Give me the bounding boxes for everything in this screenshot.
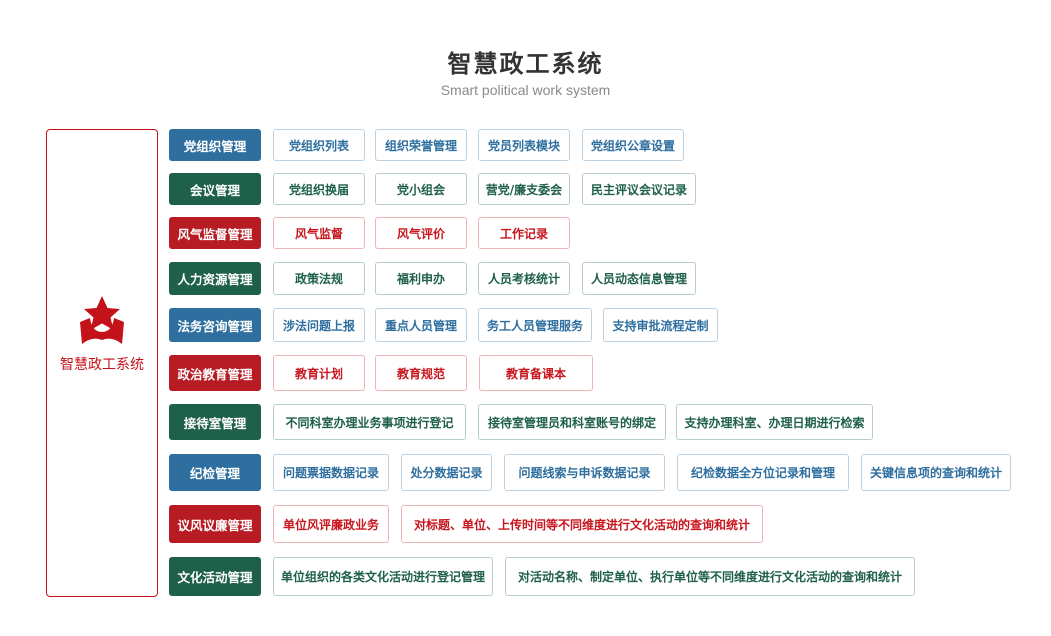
module-item-button[interactable]: 教育计划: [273, 355, 365, 391]
module-item-button[interactable]: 对标题、单位、上传时间等不同维度进行文化活动的查询和统计: [401, 505, 763, 543]
module-category-button[interactable]: 议风议廉管理: [169, 505, 261, 543]
module-item-button[interactable]: 不同科室办理业务事项进行登记: [273, 404, 466, 440]
module-item-button[interactable]: 党组织换届: [273, 173, 365, 205]
module-item-button[interactable]: 政策法规: [273, 262, 365, 295]
module-category-button[interactable]: 会议管理: [169, 173, 261, 205]
page-title: 智慧政工系统: [447, 50, 604, 78]
page-subtitle: Smart political work system: [440, 82, 611, 98]
module-item-button[interactable]: 党员列表模块: [478, 129, 570, 161]
module-item-button[interactable]: 福利申办: [375, 262, 467, 295]
system-label: 智慧政工系统: [60, 357, 144, 373]
module-item-button[interactable]: 处分数据记录: [401, 454, 492, 491]
module-category-button[interactable]: 人力资源管理: [169, 262, 261, 295]
module-item-button[interactable]: 涉法问题上报: [273, 308, 365, 342]
module-item-button[interactable]: 对活动名称、制定单位、执行单位等不同维度进行文化活动的查询和统计: [505, 557, 915, 596]
module-category-button[interactable]: 风气监督管理: [169, 217, 261, 249]
module-item-button[interactable]: 重点人员管理: [375, 308, 467, 342]
module-category-button[interactable]: 政治教育管理: [169, 355, 261, 391]
system-panel: 智慧政工系统: [46, 129, 158, 597]
module-item-button[interactable]: 接待室管理员和科室账号的绑定: [478, 404, 666, 440]
module-item-button[interactable]: 支持办理科室、办理日期进行检索: [676, 404, 873, 440]
module-item-button[interactable]: 风气评价: [375, 217, 467, 249]
module-item-button[interactable]: 教育规范: [375, 355, 467, 391]
module-item-button[interactable]: 风气监督: [273, 217, 365, 249]
party-star-icon: [80, 296, 124, 344]
module-item-button[interactable]: 纪检数据全方位记录和管理: [677, 454, 849, 491]
module-item-button[interactable]: 营党/廉支委会: [478, 173, 570, 205]
module-category-button[interactable]: 党组织管理: [169, 129, 261, 161]
module-item-button[interactable]: 务工人员管理服务: [478, 308, 592, 342]
module-category-button[interactable]: 文化活动管理: [169, 557, 261, 596]
module-category-button[interactable]: 接待室管理: [169, 404, 261, 440]
module-item-button[interactable]: 单位风评廉政业务: [273, 505, 389, 543]
module-item-button[interactable]: 工作记录: [478, 217, 570, 249]
module-item-button[interactable]: 党组织公章设置: [582, 129, 684, 161]
module-item-button[interactable]: 人员动态信息管理: [582, 262, 696, 295]
module-item-button[interactable]: 问题线索与申诉数据记录: [504, 454, 665, 491]
module-item-button[interactable]: 关键信息项的查询和统计: [861, 454, 1011, 491]
module-item-button[interactable]: 党组织列表: [273, 129, 365, 161]
module-item-button[interactable]: 党小组会: [375, 173, 467, 205]
module-item-button[interactable]: 民主评议会议记录: [582, 173, 696, 205]
module-item-button[interactable]: 单位组织的各类文化活动进行登记管理: [273, 557, 493, 596]
module-item-button[interactable]: 支持审批流程定制: [603, 308, 718, 342]
module-item-button[interactable]: 教育备课本: [479, 355, 593, 391]
module-item-button[interactable]: 组织荣誉管理: [375, 129, 467, 161]
module-item-button[interactable]: 问题票据数据记录: [273, 454, 389, 491]
module-category-button[interactable]: 纪检管理: [169, 454, 261, 491]
module-category-button[interactable]: 法务咨询管理: [169, 308, 261, 342]
module-item-button[interactable]: 人员考核统计: [478, 262, 570, 295]
